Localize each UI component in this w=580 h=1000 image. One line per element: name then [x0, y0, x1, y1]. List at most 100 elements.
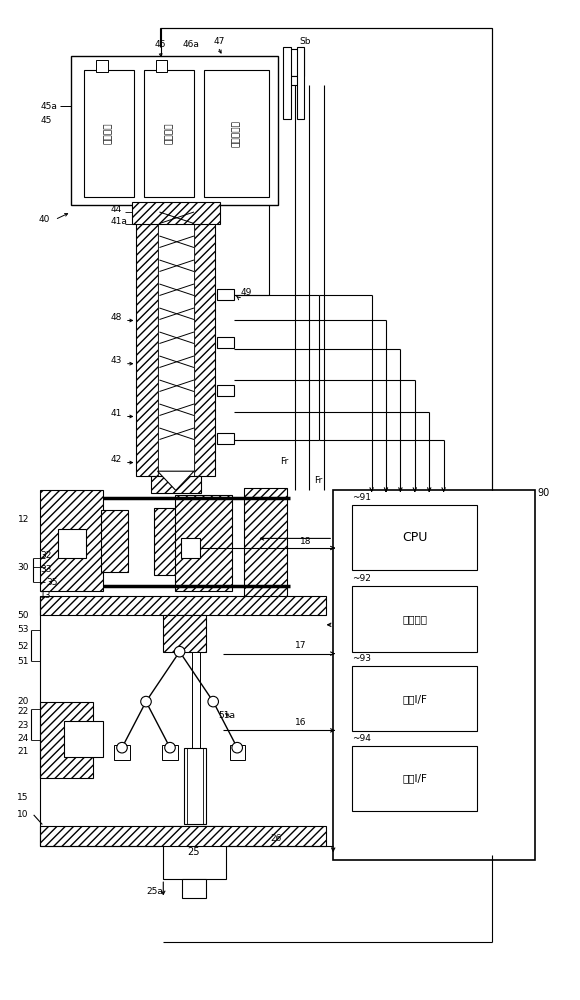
Bar — [41, 596, 327, 615]
Bar — [175, 495, 233, 591]
Text: 25: 25 — [188, 847, 200, 857]
Bar — [204, 70, 269, 197]
Text: 33: 33 — [41, 565, 52, 574]
Bar — [84, 70, 133, 197]
Text: 24: 24 — [17, 734, 29, 743]
Bar — [353, 666, 477, 731]
Bar — [353, 586, 477, 652]
Bar — [297, 47, 304, 119]
Text: 20: 20 — [17, 697, 29, 706]
Text: 16: 16 — [295, 718, 306, 727]
Circle shape — [232, 742, 242, 753]
Bar — [285, 49, 305, 76]
Text: 43: 43 — [110, 356, 122, 365]
Text: 41a: 41a — [110, 217, 128, 226]
Text: 46a: 46a — [183, 40, 200, 49]
Text: ~92: ~92 — [353, 574, 371, 583]
Bar — [194, 207, 215, 476]
Bar — [164, 826, 226, 879]
Text: 存储介质: 存储介质 — [403, 614, 427, 624]
Bar — [192, 652, 200, 748]
Text: 18: 18 — [300, 537, 311, 546]
Circle shape — [141, 696, 151, 707]
Text: 45: 45 — [41, 116, 52, 125]
Text: 45a: 45a — [41, 102, 57, 111]
Text: Fr: Fr — [314, 476, 322, 485]
Bar — [41, 826, 327, 846]
Text: 26: 26 — [271, 834, 282, 843]
Bar — [154, 508, 177, 575]
Bar — [180, 538, 200, 558]
Text: 22: 22 — [17, 707, 29, 716]
Bar — [41, 702, 93, 778]
Bar — [217, 385, 234, 396]
Text: 23: 23 — [17, 721, 29, 730]
Bar — [353, 505, 477, 570]
Text: 21: 21 — [17, 747, 29, 756]
Circle shape — [165, 742, 175, 753]
Text: 35: 35 — [46, 578, 57, 587]
Text: 49: 49 — [240, 288, 252, 297]
Bar — [217, 433, 234, 444]
Text: 输出I/F: 输出I/F — [403, 773, 427, 783]
Bar — [114, 745, 130, 760]
Text: ~93: ~93 — [353, 654, 371, 663]
Text: 17: 17 — [295, 641, 306, 650]
Text: 90: 90 — [538, 488, 550, 498]
Text: 46: 46 — [155, 40, 166, 49]
Bar — [283, 47, 291, 119]
Bar — [151, 476, 201, 493]
Bar — [183, 879, 206, 898]
Text: 50: 50 — [17, 611, 29, 620]
Bar — [164, 615, 206, 652]
Bar — [158, 207, 194, 476]
Bar — [184, 748, 205, 824]
Bar — [287, 76, 303, 85]
Bar — [333, 490, 535, 860]
Text: 42: 42 — [110, 455, 122, 464]
Text: 15: 15 — [17, 793, 29, 802]
Bar — [71, 56, 277, 205]
Bar — [132, 202, 220, 224]
Text: 13: 13 — [41, 591, 52, 600]
Bar — [244, 488, 287, 601]
Bar — [217, 289, 234, 300]
Text: 32: 32 — [41, 551, 52, 560]
Bar — [162, 745, 177, 760]
Bar — [217, 337, 234, 348]
Text: 25a: 25a — [146, 887, 163, 896]
Text: 51: 51 — [17, 657, 29, 666]
Text: 51a: 51a — [218, 712, 235, 720]
Polygon shape — [158, 471, 194, 490]
Bar — [144, 70, 194, 197]
Text: 47: 47 — [213, 37, 224, 46]
Circle shape — [208, 696, 219, 707]
Bar — [230, 745, 245, 760]
Bar — [101, 510, 128, 572]
Bar — [64, 721, 103, 757]
Text: ~94: ~94 — [353, 734, 371, 743]
Circle shape — [175, 646, 185, 657]
Text: 压力检测器: 压力检测器 — [232, 120, 241, 147]
Text: 41: 41 — [110, 409, 122, 418]
Circle shape — [117, 742, 127, 753]
Bar — [57, 529, 86, 558]
Text: 30: 30 — [17, 563, 29, 572]
Text: 12: 12 — [17, 515, 29, 524]
Text: Sb: Sb — [300, 37, 311, 46]
Bar — [353, 746, 477, 811]
Text: 53: 53 — [17, 625, 29, 634]
Text: 计量马达: 计量马达 — [104, 123, 113, 144]
Text: 输入I/F: 输入I/F — [403, 694, 427, 704]
Text: 52: 52 — [17, 642, 29, 651]
Text: 注射马达: 注射马达 — [165, 123, 173, 144]
Bar — [96, 60, 108, 72]
Text: Fr: Fr — [280, 457, 289, 466]
Text: 44: 44 — [110, 205, 122, 214]
Bar — [41, 490, 103, 591]
Text: 40: 40 — [38, 215, 50, 224]
Text: CPU: CPU — [402, 531, 427, 544]
Text: ~91: ~91 — [353, 493, 371, 502]
Text: 48: 48 — [110, 313, 122, 322]
Text: 10: 10 — [17, 810, 29, 819]
